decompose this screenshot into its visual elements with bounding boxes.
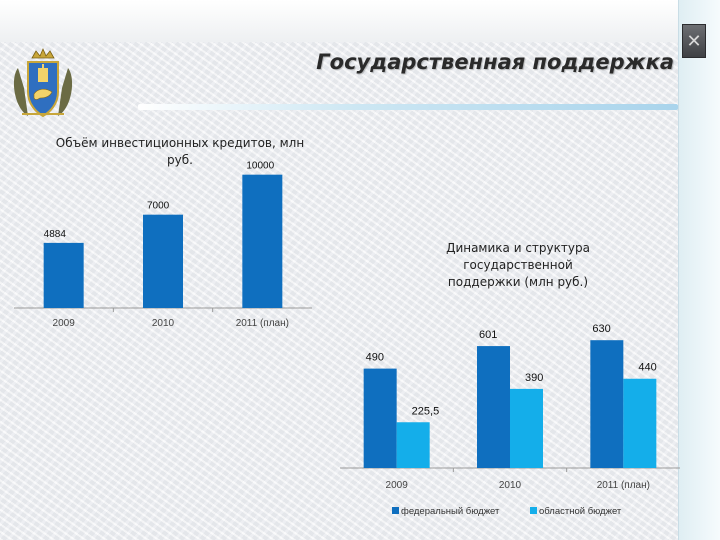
chart-2-bar xyxy=(510,388,543,468)
chart-1-data-label: 4884 xyxy=(44,229,67,240)
chart-2-bar xyxy=(363,368,397,468)
chart-2-data-label: 225,5 xyxy=(412,405,440,417)
coat-of-arms-icon xyxy=(13,48,73,118)
chart-2-bar xyxy=(477,346,510,468)
title-rule xyxy=(138,104,678,110)
chart-2-tick-label: 2011 (план) xyxy=(597,480,650,491)
right-band xyxy=(678,0,720,540)
chart-2-legend-swatch xyxy=(530,507,537,514)
chart-2-legend-label: федеральный бюджет xyxy=(401,506,500,517)
chart-1-data-label: 10000 xyxy=(246,161,274,172)
chart-1-bar xyxy=(143,214,183,308)
chart-2-tick-label: 2010 xyxy=(499,480,522,491)
chart-2-bar xyxy=(590,340,624,468)
close-icon: ✕ xyxy=(686,30,702,52)
slide-title: Государственная поддержка xyxy=(316,50,674,74)
chart-2-data-label: 630 xyxy=(592,323,610,335)
chart-1-bar xyxy=(43,242,84,308)
chart-2-tick-label: 2009 xyxy=(386,480,409,491)
chart-1-tick-label: 2010 xyxy=(152,318,175,329)
chart-1-tick-label: 2011 (план) xyxy=(236,318,289,329)
close-button[interactable]: ✕ xyxy=(682,24,706,58)
chart-1-title: Объём инвестиционных кредитов, млн руб. xyxy=(55,136,305,167)
chart-2-data-label: 490 xyxy=(366,352,384,364)
chart-2-data-label: 601 xyxy=(479,329,497,341)
top-band xyxy=(0,0,720,42)
chart-1-data-label: 7000 xyxy=(147,201,170,212)
chart-2-bar xyxy=(396,422,430,468)
chart-2-title: Динамика и структура государственной под… xyxy=(446,241,590,289)
chart-1-tick-label: 2009 xyxy=(53,318,76,329)
chart-1-bar xyxy=(242,174,283,308)
chart-2-data-label: 390 xyxy=(525,372,543,384)
chart-2-bar xyxy=(623,378,657,468)
chart-2-data-label: 440 xyxy=(638,362,656,374)
chart-2-legend-label: областной бюджет xyxy=(539,506,622,517)
chart-2-legend-swatch xyxy=(392,507,399,514)
